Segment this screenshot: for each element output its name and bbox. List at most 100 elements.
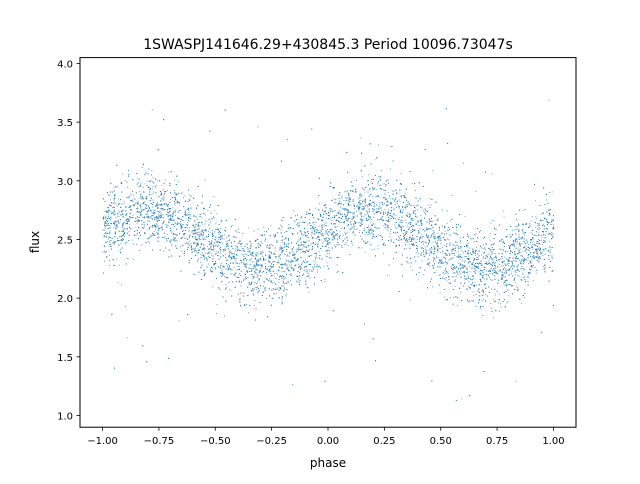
- data-point: [475, 270, 477, 272]
- data-point: [389, 236, 391, 238]
- data-point: [394, 204, 396, 205]
- data-point: [142, 197, 144, 199]
- data-point: [452, 269, 454, 271]
- data-point: [446, 233, 447, 235]
- data-point: [371, 219, 372, 221]
- data-point: [404, 195, 406, 197]
- data-point: [443, 245, 445, 246]
- data-point: [506, 302, 508, 304]
- data-point: [143, 216, 145, 217]
- data-point: [426, 227, 428, 229]
- data-point: [413, 244, 415, 245]
- data-point: [454, 286, 456, 288]
- data-point: [543, 250, 545, 252]
- data-point: [415, 214, 417, 216]
- data-point: [288, 255, 290, 257]
- data-point: [292, 384, 293, 386]
- data-point: [115, 185, 116, 187]
- data-point: [432, 170, 434, 172]
- chart-title: 1SWASPJ141646.29+430845.3 Period 10096.7…: [143, 37, 513, 53]
- data-point: [258, 291, 259, 293]
- data-point: [185, 210, 187, 212]
- data-point: [288, 239, 289, 240]
- data-point: [483, 292, 484, 293]
- data-point: [167, 190, 168, 192]
- data-point: [106, 240, 108, 242]
- data-point: [122, 235, 123, 237]
- data-point: [136, 184, 138, 186]
- data-point: [128, 231, 130, 233]
- data-point: [519, 248, 521, 250]
- data-point: [196, 224, 198, 226]
- data-point: [296, 280, 298, 282]
- data-point: [288, 270, 290, 272]
- data-point: [369, 189, 371, 191]
- data-point: [336, 239, 338, 241]
- data-point: [283, 289, 284, 291]
- data-point: [298, 263, 299, 265]
- data-point: [293, 253, 294, 255]
- data-point: [317, 218, 319, 220]
- data-point: [405, 219, 407, 221]
- data-point: [522, 236, 523, 238]
- data-point: [137, 178, 139, 180]
- data-point: [280, 258, 281, 260]
- data-point: [482, 276, 484, 278]
- data-point: [531, 243, 533, 245]
- data-point: [332, 187, 334, 189]
- data-point: [177, 181, 179, 182]
- data-point: [213, 245, 214, 247]
- data-point: [221, 270, 223, 272]
- data-point: [201, 233, 203, 234]
- data-point: [114, 202, 116, 204]
- data-point: [273, 261, 275, 262]
- data-point: [429, 250, 431, 252]
- data-point: [368, 229, 369, 230]
- data-point: [264, 263, 266, 265]
- data-point: [132, 239, 134, 241]
- data-point: [547, 222, 548, 223]
- data-point: [527, 254, 529, 256]
- data-point: [532, 248, 534, 250]
- data-point: [117, 226, 119, 228]
- data-point: [302, 235, 304, 237]
- data-point: [381, 209, 383, 211]
- data-point: [383, 183, 385, 185]
- data-point: [153, 212, 154, 214]
- data-point: [269, 267, 271, 269]
- data-point: [341, 213, 343, 215]
- data-point: [269, 278, 270, 280]
- data-point: [514, 274, 516, 276]
- data-point: [485, 294, 486, 295]
- data-point: [482, 315, 483, 316]
- data-point: [538, 223, 540, 225]
- data-point: [340, 235, 342, 237]
- data-point: [186, 208, 188, 210]
- data-point: [300, 243, 302, 245]
- data-point: [503, 276, 505, 278]
- data-point: [395, 228, 397, 229]
- data-point: [525, 248, 527, 250]
- data-point: [199, 228, 200, 230]
- data-point: [151, 217, 153, 219]
- data-point: [398, 205, 399, 207]
- data-point: [511, 261, 512, 262]
- data-point: [227, 264, 229, 266]
- data-point: [176, 234, 178, 236]
- data-point: [186, 224, 187, 225]
- data-point: [215, 240, 217, 242]
- data-point: [299, 237, 301, 239]
- data-point: [543, 240, 545, 241]
- data-point: [255, 240, 256, 241]
- data-point: [495, 300, 497, 302]
- data-point: [508, 263, 510, 264]
- data-point: [158, 216, 160, 217]
- data-point: [485, 243, 487, 245]
- data-point: [491, 264, 493, 266]
- data-point: [332, 237, 334, 239]
- data-point: [352, 244, 354, 246]
- data-point: [354, 206, 356, 208]
- data-point: [200, 216, 202, 218]
- data-point: [548, 214, 550, 216]
- data-point: [522, 272, 524, 274]
